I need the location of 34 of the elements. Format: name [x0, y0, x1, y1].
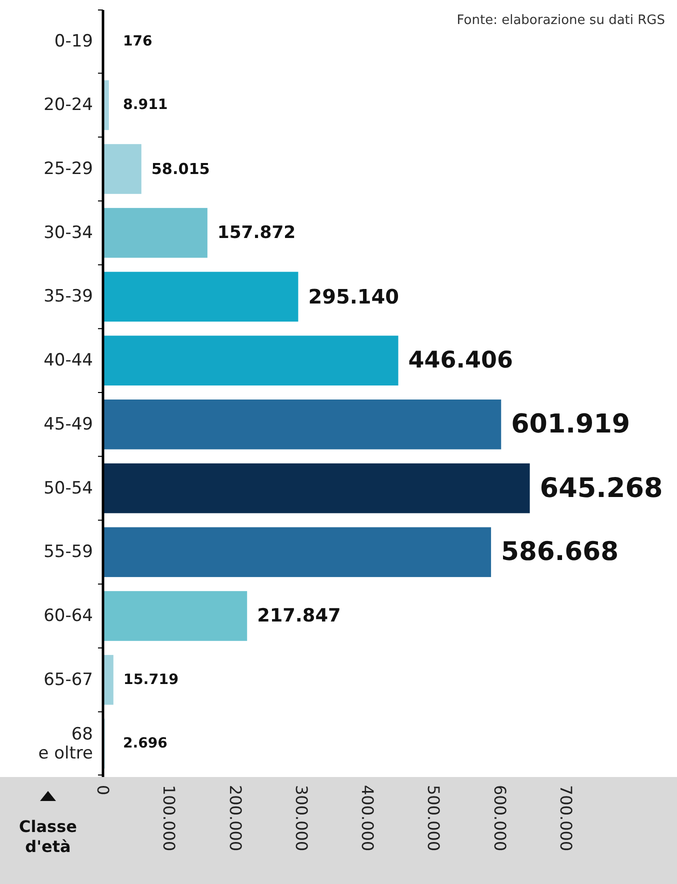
x-tick-label: 200.000 [226, 785, 245, 852]
data-label: 446.406 [408, 348, 513, 374]
x-tick-label: 700.000 [556, 785, 576, 852]
y-tick-label: 35-39 [44, 286, 93, 307]
data-label: 586.668 [501, 537, 619, 568]
y-tick-label: 55-59 [44, 542, 93, 562]
x-tick-label: 100.000 [160, 785, 179, 852]
data-label: 157.872 [217, 222, 296, 243]
y-tick-label: 30-34 [44, 222, 93, 243]
data-label: 15.719 [123, 672, 179, 688]
y-tick-label: 0-19 [54, 31, 93, 52]
x-tick-label: 600.000 [490, 785, 510, 852]
y-axis-title: Classe d'età [19, 817, 78, 856]
data-label: 176 [123, 33, 152, 50]
annotation: Fonte: elaborazione su dati RGS [456, 13, 665, 28]
y-tick-label: 50-54 [44, 478, 93, 498]
data-label: 645.268 [540, 472, 663, 504]
x-tick-label: 400.000 [358, 785, 378, 852]
y-tick-label: 45-49 [44, 414, 93, 434]
y-tick-label: 20-24 [44, 95, 93, 116]
data-label: 601.919 [511, 409, 630, 440]
y-tick-label: 60-64 [44, 606, 93, 626]
data-label: 58.015 [151, 160, 210, 178]
x-tick-label: 500.000 [424, 785, 444, 852]
x-tick-label: 300.000 [292, 785, 311, 852]
x-tick-label: 0 [94, 785, 112, 796]
y-tick-label: 68 e oltre [38, 724, 93, 764]
y-tick-label: 40-44 [44, 350, 93, 371]
y-tick-label: 65-67 [44, 670, 93, 690]
y-tick-label: 25-29 [44, 159, 93, 180]
data-label: 2.696 [123, 736, 168, 752]
data-label: 217.847 [257, 605, 341, 626]
data-label: 8.911 [123, 97, 168, 114]
data-label: 295.140 [308, 284, 400, 309]
